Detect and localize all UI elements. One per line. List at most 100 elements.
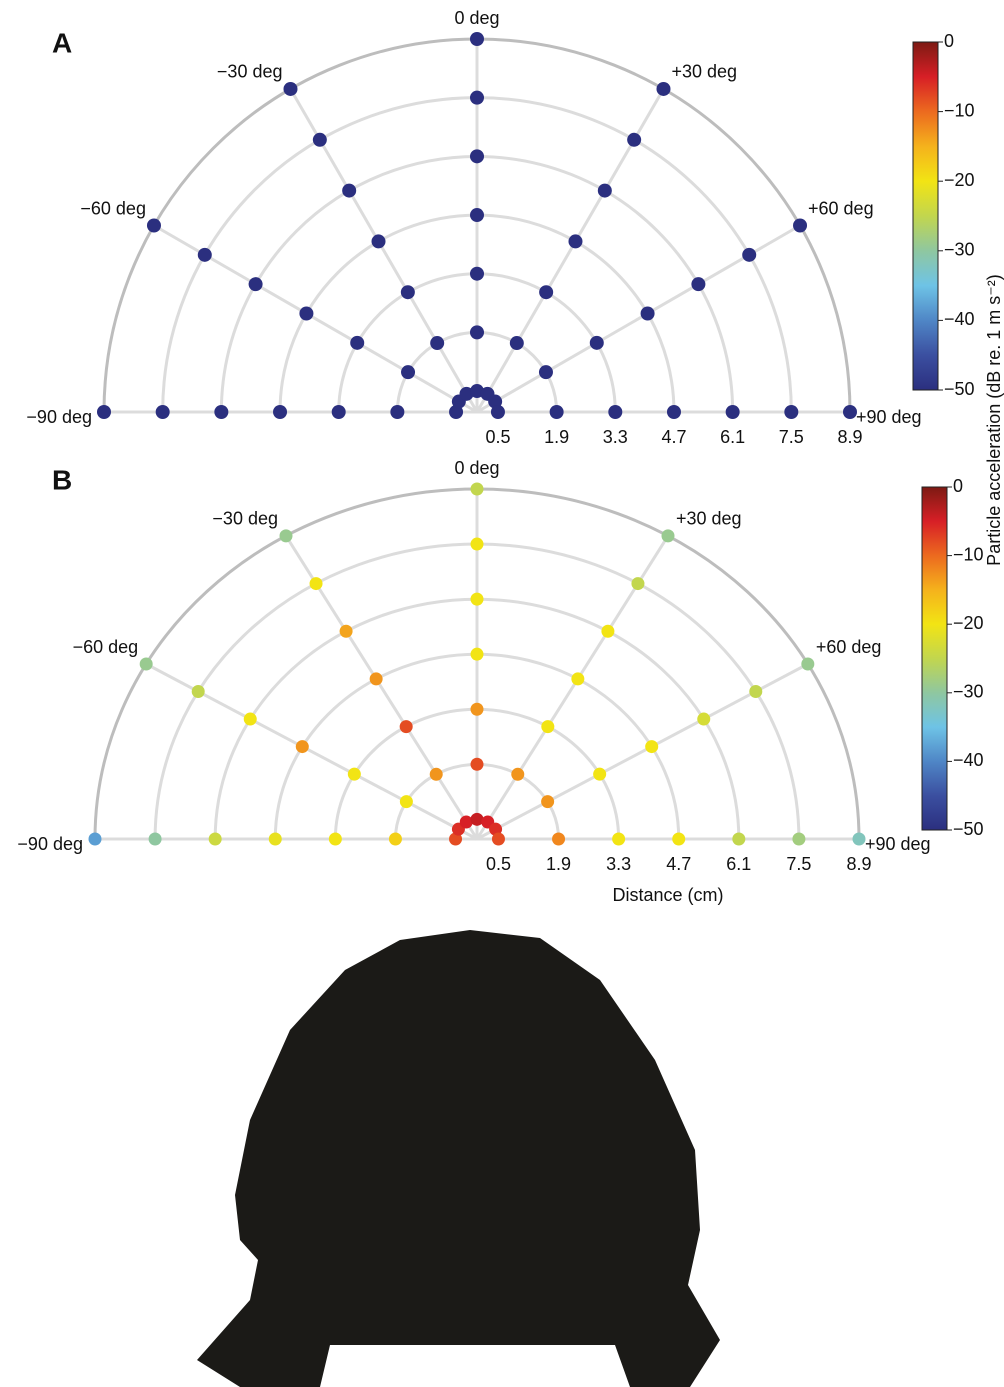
r-tick-label: 7.5 <box>779 427 804 447</box>
colorbar-tick-label: −30 <box>944 240 975 260</box>
data-point <box>470 757 484 771</box>
colorbar-tick-label: 0 <box>953 476 963 496</box>
x-axis-label: Distance (cm) <box>612 885 723 905</box>
data-point <box>248 277 263 292</box>
data-point <box>328 832 342 846</box>
angle-label: −60 deg <box>80 198 146 218</box>
data-point <box>214 405 229 419</box>
data-point <box>449 832 463 846</box>
r-tick-label: 1.9 <box>546 854 571 874</box>
colorbar-tick-label: −50 <box>953 819 984 839</box>
data-point <box>571 672 585 686</box>
r-tick-label: 1.9 <box>544 427 569 447</box>
data-point <box>852 832 866 846</box>
data-point <box>371 234 386 249</box>
data-point <box>243 712 257 726</box>
r-tick-label: 0.5 <box>485 427 510 447</box>
angle-label: −30 deg <box>217 62 283 82</box>
data-point <box>470 702 484 716</box>
data-point <box>539 285 554 300</box>
data-point <box>449 405 464 419</box>
data-point <box>490 405 505 419</box>
data-point <box>139 657 153 671</box>
data-point <box>608 405 623 419</box>
data-point <box>549 405 564 419</box>
angle-label: +30 deg <box>672 62 738 82</box>
data-point <box>568 234 583 249</box>
data-point <box>400 285 415 300</box>
data-point <box>801 657 815 671</box>
colorbar <box>921 486 948 831</box>
data-point <box>627 132 642 147</box>
data-point <box>470 90 484 105</box>
data-point <box>538 365 553 380</box>
data-point <box>470 482 484 496</box>
data-point <box>645 740 659 754</box>
r-tick-label: 8.9 <box>846 854 871 874</box>
data-point <box>470 149 484 164</box>
data-point <box>470 266 484 281</box>
data-point <box>470 32 484 46</box>
data-point <box>661 529 675 543</box>
angle-label: +30 deg <box>676 509 742 529</box>
data-point <box>399 720 413 734</box>
data-point <box>339 624 353 638</box>
colorbar <box>912 41 939 391</box>
data-point <box>191 685 205 699</box>
colorbar-tick-label: −50 <box>944 379 975 399</box>
data-point <box>97 405 111 419</box>
data-point <box>784 405 799 419</box>
data-point <box>155 405 170 419</box>
data-point <box>631 577 645 591</box>
data-point <box>488 394 503 409</box>
data-point <box>388 832 402 846</box>
panel-letter: B <box>52 464 72 495</box>
colorbar-tick-label: −20 <box>953 613 984 633</box>
colorbar-tick-label: −40 <box>953 750 984 770</box>
data-point <box>390 405 405 419</box>
data-point <box>268 832 282 846</box>
angle-label: +90 deg <box>856 407 922 427</box>
panel-letter: A <box>52 27 72 58</box>
data-point <box>312 132 327 147</box>
r-tick-label: 6.1 <box>726 854 751 874</box>
data-point <box>489 822 503 836</box>
data-point <box>552 832 566 846</box>
data-point <box>509 336 524 351</box>
r-tick-label: 4.7 <box>661 427 686 447</box>
data-point <box>470 537 484 551</box>
data-point <box>470 647 484 661</box>
angle-label: −90 deg <box>26 407 92 427</box>
data-point <box>459 386 474 401</box>
r-tick-label: 3.3 <box>606 854 631 874</box>
data-point <box>470 208 484 223</box>
data-point <box>589 335 604 350</box>
angle-label: +60 deg <box>808 198 874 218</box>
colorbar-tick-label: −20 <box>944 170 975 190</box>
angle-label: +60 deg <box>816 637 882 657</box>
data-point <box>342 183 357 198</box>
data-point <box>597 183 612 198</box>
data-point <box>299 306 314 321</box>
data-point <box>656 81 671 96</box>
colorbar-tick-label: −30 <box>953 682 984 702</box>
r-tick-label: 7.5 <box>786 854 811 874</box>
data-point <box>697 712 711 726</box>
data-point <box>279 529 293 543</box>
data-point <box>843 405 857 419</box>
angle-label: 0 deg <box>454 8 499 28</box>
angle-label: −90 deg <box>17 834 83 854</box>
data-point <box>470 592 484 606</box>
data-point <box>148 832 162 846</box>
angle-label: −30 deg <box>212 509 278 529</box>
data-point <box>470 812 484 826</box>
r-tick-label: 4.7 <box>666 854 691 874</box>
data-point <box>88 832 102 846</box>
data-point <box>742 247 757 262</box>
data-point <box>601 624 615 638</box>
data-point <box>691 277 706 292</box>
data-point <box>295 740 309 754</box>
data-point <box>197 247 212 262</box>
data-point <box>369 672 383 686</box>
